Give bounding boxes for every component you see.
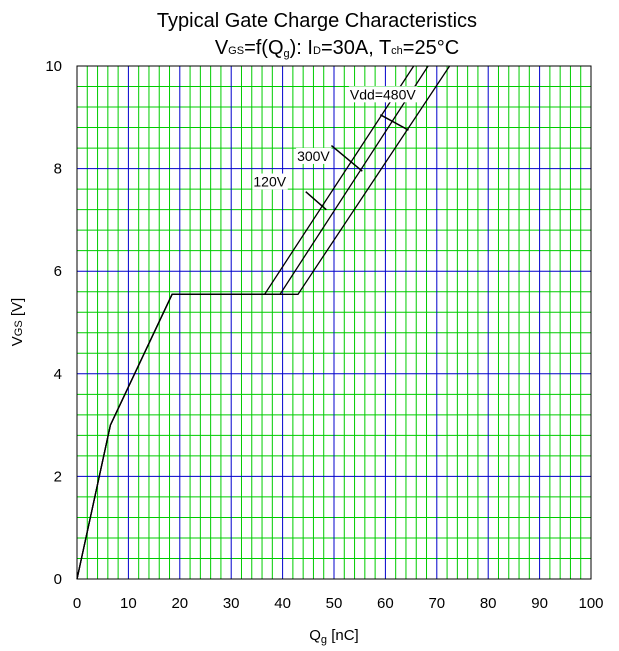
- x-tick-label: 10: [120, 595, 137, 612]
- annotation-leader: [379, 114, 409, 131]
- x-axis-label-main: Q: [309, 627, 321, 644]
- subtitle-tch-sub: ch: [391, 45, 403, 57]
- subtitle-tch-val: =25°C: [403, 37, 459, 59]
- x-tick-label: 20: [171, 595, 188, 612]
- series-line-vdd-480v: [76, 65, 415, 580]
- y-tick-label: 0: [54, 571, 62, 588]
- subtitle-close: ): I: [290, 37, 313, 59]
- x-tick-label: 90: [531, 595, 548, 612]
- y-axis-label-sub: GS: [13, 320, 25, 336]
- y-axis-label-rest: [V]: [9, 298, 26, 321]
- x-axis-ticks: 0 10 20 30 40 50 60 70 80 90 100: [73, 595, 604, 612]
- y-axis-label-main: V: [9, 336, 26, 346]
- chart-title: Typical Gate Charge Characteristics: [157, 10, 477, 32]
- annotation-label: 300V: [297, 148, 330, 164]
- y-axis-ticks: 0 2 4 6 8 10: [45, 58, 62, 588]
- subtitle-vgs: V: [215, 37, 229, 59]
- x-tick-label: 0: [73, 595, 81, 612]
- annotation-label: Vdd=480V: [350, 86, 416, 102]
- annotation-leader: [330, 144, 363, 172]
- series-line-120v: [76, 65, 451, 580]
- y-axis-label: VGS [V]: [9, 298, 26, 346]
- annotation-label: 120V: [253, 174, 286, 190]
- y-tick-label: 6: [54, 263, 62, 280]
- x-tick-label: 30: [223, 595, 240, 612]
- series-lines: [76, 65, 451, 580]
- subtitle-vgs-sub: GS: [228, 45, 244, 57]
- x-tick-label: 70: [428, 595, 445, 612]
- x-tick-label: 100: [578, 595, 603, 612]
- y-tick-label: 4: [54, 366, 62, 383]
- x-tick-label: 50: [326, 595, 343, 612]
- series-annotations: Vdd=480V 300V 120V: [252, 86, 418, 211]
- x-tick-label: 40: [274, 595, 291, 612]
- x-axis-label-sub: g: [321, 634, 327, 646]
- y-tick-label: 10: [45, 58, 62, 75]
- subtitle-id-sub: D: [313, 45, 321, 57]
- plot-frame: [76, 65, 592, 580]
- chart-subtitle: VGS=f(Qg): ID=30A, Tch=25°C: [215, 37, 459, 60]
- grid: [77, 66, 591, 579]
- annotation-leader: [305, 191, 327, 211]
- subtitle-id-val: =30A, T: [321, 37, 391, 59]
- x-axis-label-rest: [nC]: [327, 627, 359, 644]
- x-axis-label: Qg [nC]: [309, 627, 358, 646]
- x-tick-label: 60: [377, 595, 394, 612]
- annotation-label-background: [252, 173, 288, 190]
- subtitle-qg-sub: g: [284, 48, 290, 60]
- subtitle-eq: =f(Q: [244, 37, 283, 59]
- y-tick-label: 8: [54, 161, 62, 178]
- x-tick-label: 80: [480, 595, 497, 612]
- annotation-label-background: [296, 147, 332, 164]
- annotation-label-background: [348, 86, 418, 103]
- y-tick-label: 2: [54, 468, 62, 485]
